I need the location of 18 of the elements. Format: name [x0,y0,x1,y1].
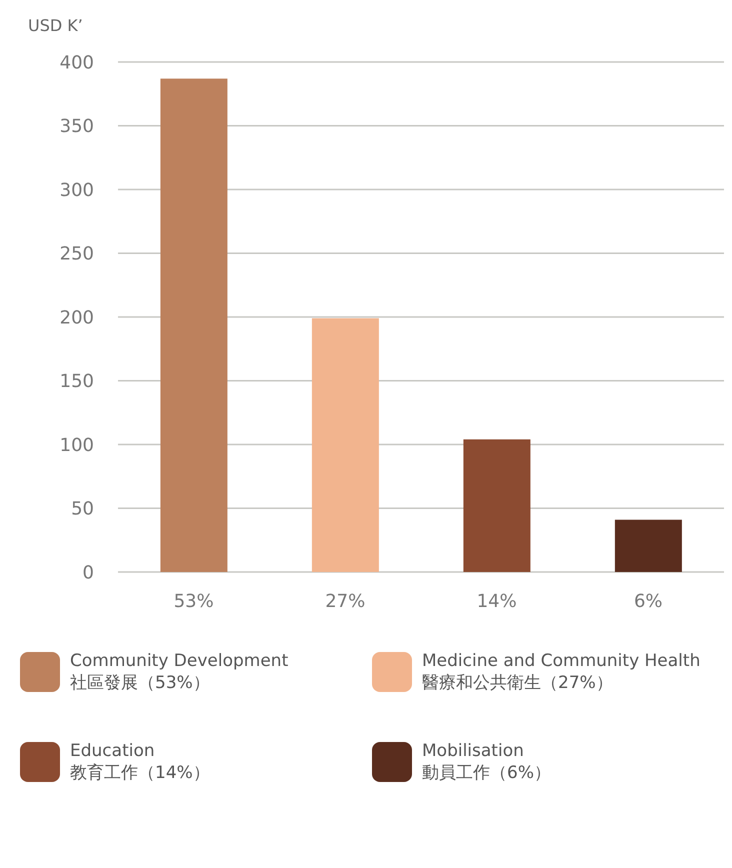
y-tick-label: 200 [60,307,94,328]
y-tick-label: 50 [71,498,94,520]
y-tick-label: 0 [82,562,94,584]
y-tick-label: 400 [60,52,94,74]
y-axis-title: USD K’ [28,16,84,37]
x-tick-label: 53% [174,590,214,612]
legend-label: Education 教育工作（14%） [70,740,210,784]
legend-label: Medicine and Community Health 醫療和公共衛生（27%） [422,650,700,694]
x-tick-label: 14% [476,590,517,612]
y-tick-label: 100 [60,434,94,456]
legend-label: Mobilisation 動員工作（6%） [422,740,551,784]
y-tick-label: 300 [60,180,94,201]
x-tick-label: 6% [634,590,663,612]
legend-label: Community Development 社區發展（53%） [70,650,288,694]
x-tick-label: 27% [325,590,366,612]
y-tick-label: 150 [60,371,94,392]
y-tick-label: 250 [60,244,94,265]
y-tick-label: 350 [60,116,94,138]
